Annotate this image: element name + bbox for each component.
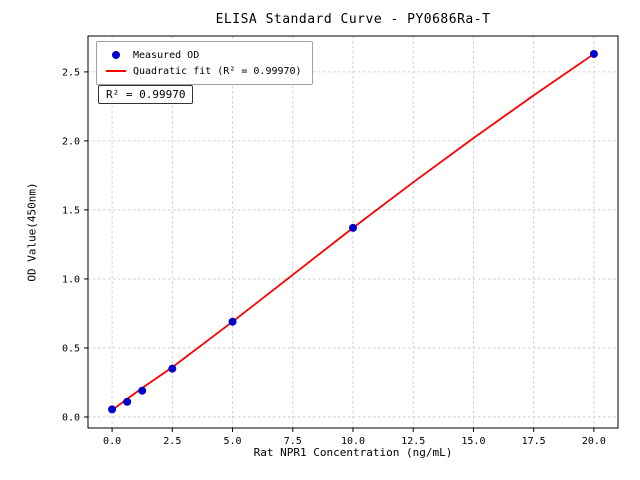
data-point [349,223,357,232]
data-point [228,317,237,326]
chart-title: ELISA Standard Curve - PY0686Ra-T [215,12,491,27]
r-squared-annotation: R² = 0.99970 [98,85,194,104]
y-tick-label: 0.0 [62,412,80,423]
data-point [168,364,177,373]
fit-line [111,53,595,411]
x-tick-label: 10.0 [341,436,365,447]
x-tick-label: 5.0 [224,436,242,447]
legend-item-fit: Quadratic fit (R² = 0.99970) [105,63,302,79]
y-tick-label: 2.0 [62,136,80,147]
x-tick-label: 7.5 [284,436,302,447]
x-axis-label: Rat NPR1 Concentration (ng/mL) [253,446,453,459]
measured-od-dot-icon [105,51,127,59]
y-tick-label: 1.0 [62,274,80,285]
legend-label-fit: Quadratic fit (R² = 0.99970) [133,65,302,77]
legend-item-measured: Measured OD [105,47,302,63]
quadratic-fit-line-icon [105,70,127,72]
y-tick-label: 1.5 [62,205,80,216]
data-point [589,49,598,58]
x-tick-label: 0.0 [103,436,121,447]
data-point [123,397,132,406]
legend-dot-marker [112,51,120,59]
y-axis-label: OD Value(450nm) [25,182,39,282]
data-point [138,386,147,395]
y-tick-label: 2.5 [62,67,80,78]
x-tick-label: 20.0 [582,436,606,447]
x-tick-label: 17.5 [522,436,546,447]
legend-line-marker [106,70,126,72]
x-tick-label: 12.5 [401,436,425,447]
data-point [108,405,117,414]
legend-label-measured: Measured OD [133,49,200,61]
x-tick-label: 2.5 [163,436,181,447]
legend: Measured OD Quadratic fit (R² = 0.99970) [96,41,313,85]
plot-frame [87,35,619,429]
x-tick-label: 15.0 [461,436,485,447]
y-tick-label: 0.5 [62,343,80,354]
